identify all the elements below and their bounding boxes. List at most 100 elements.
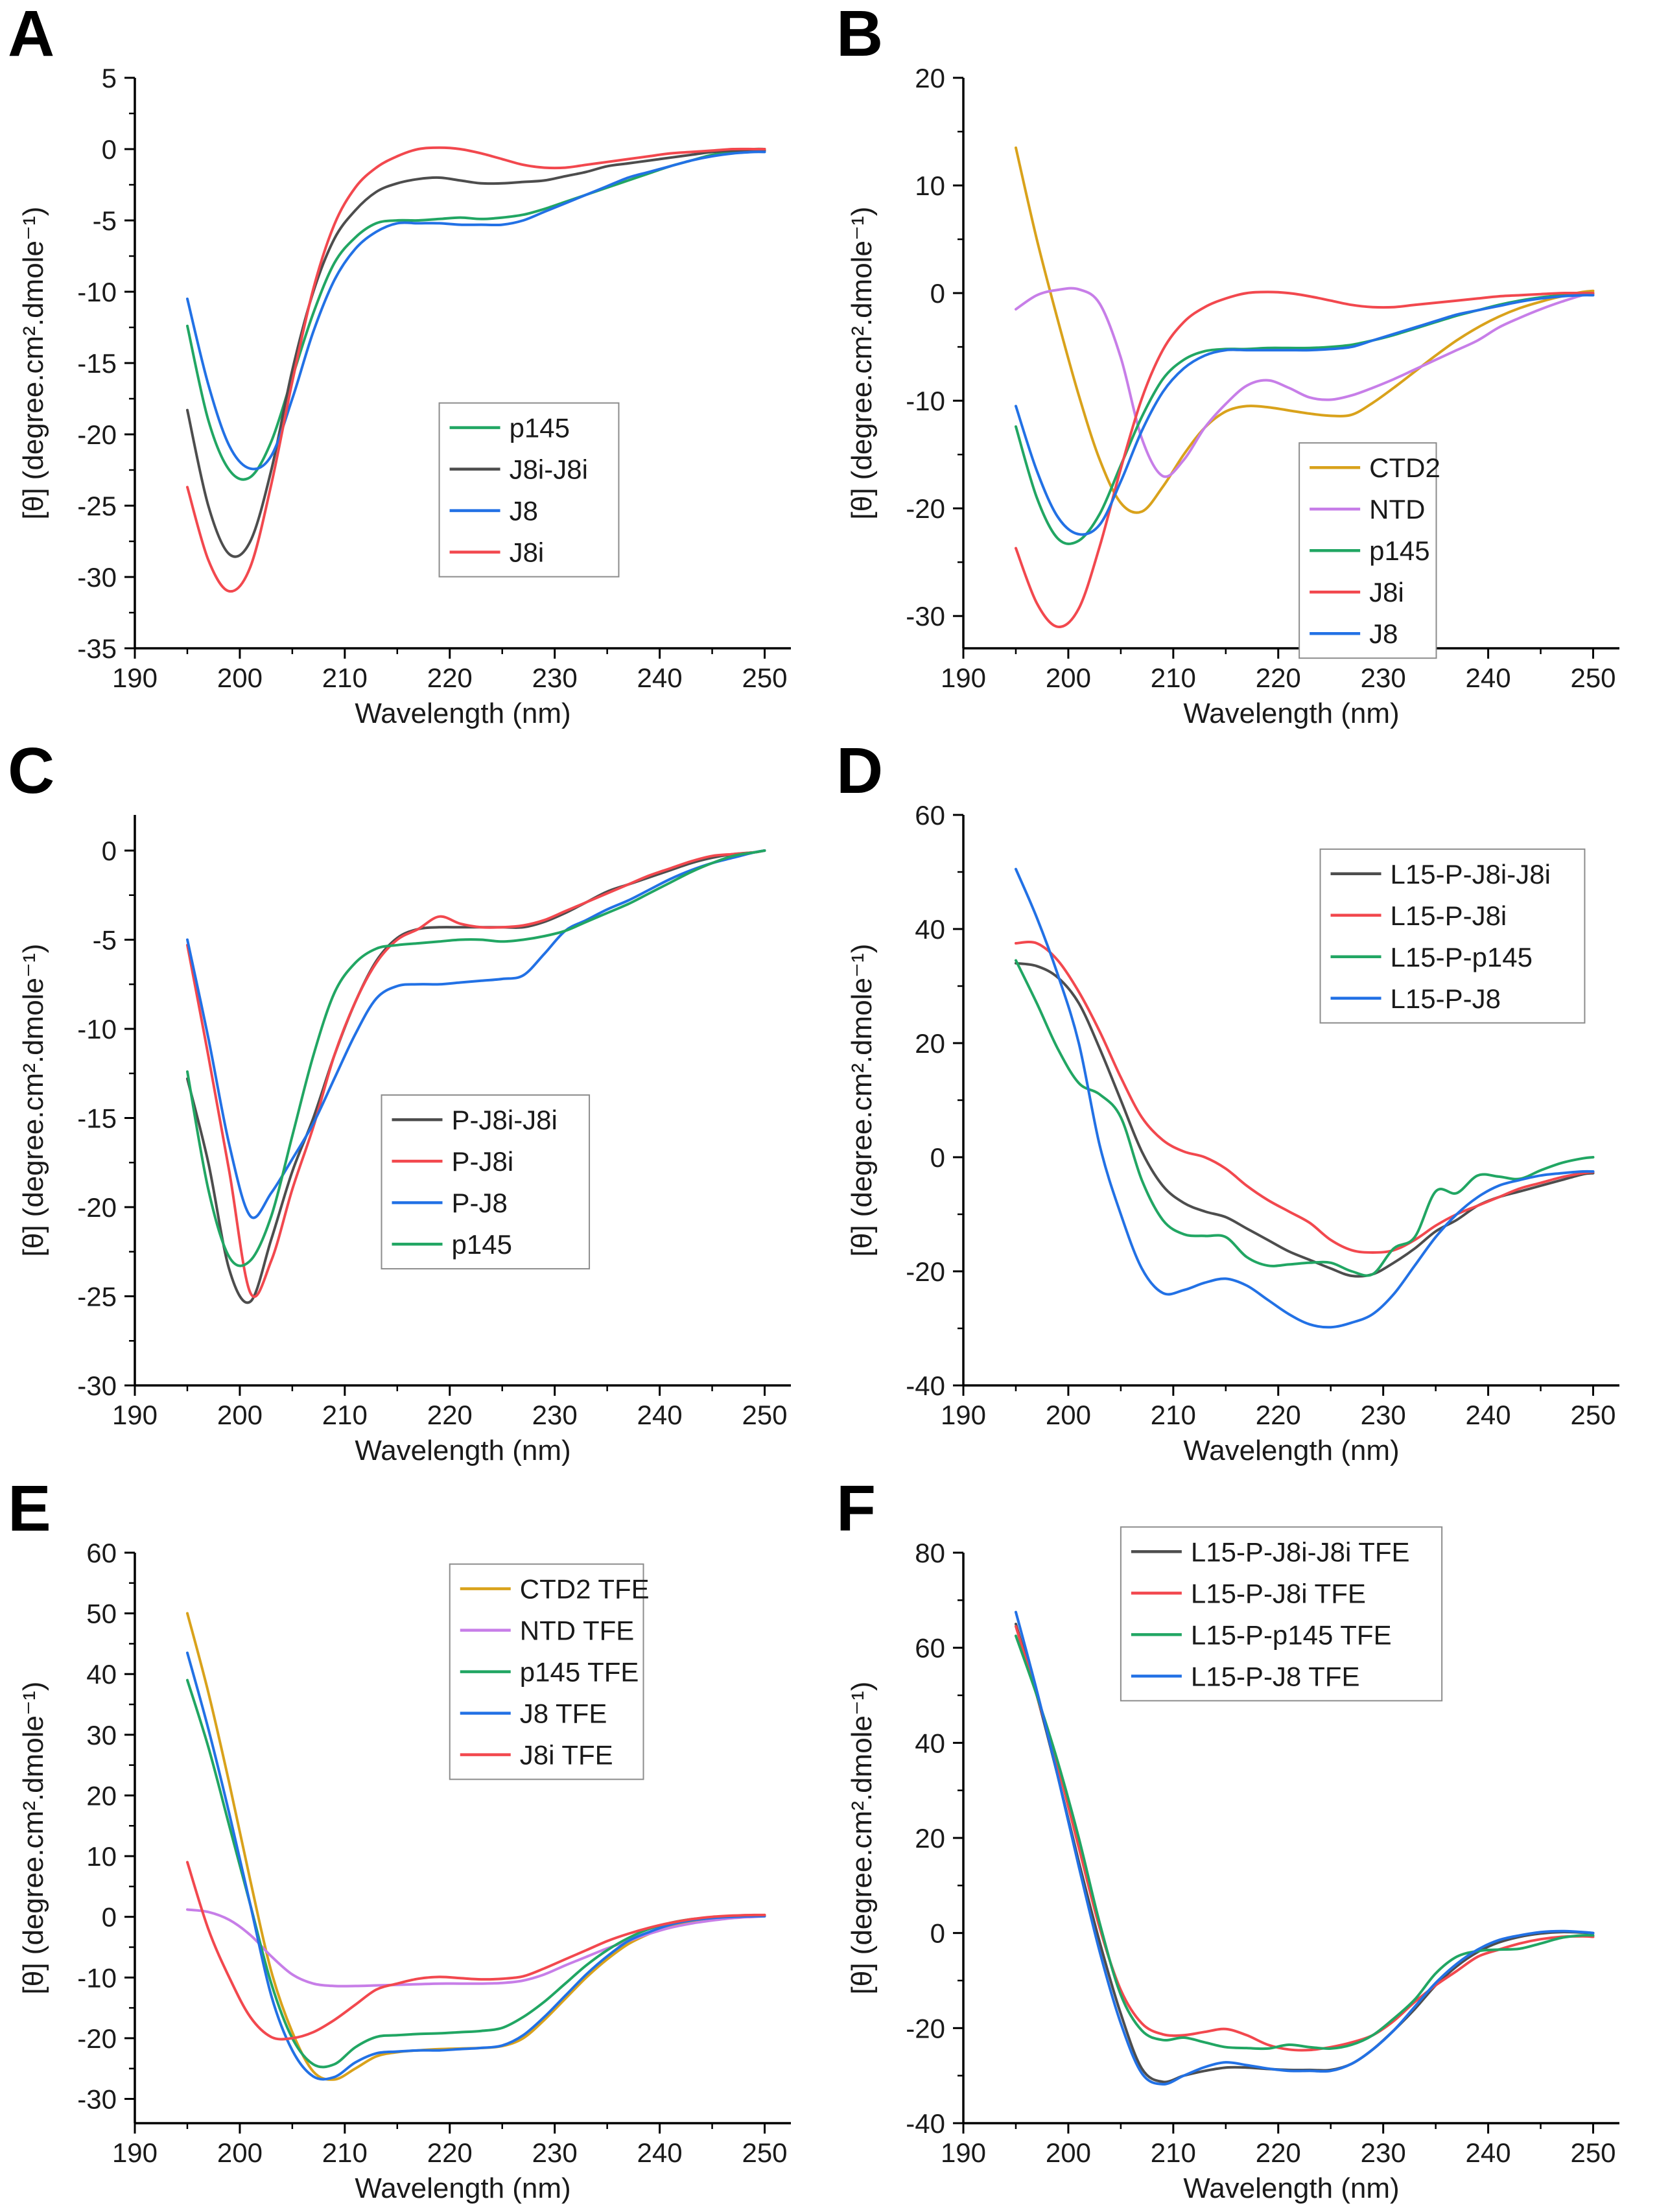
y-tick-label: -10 (77, 1962, 117, 1993)
y-axis-label: [θ] (degree.cm².dmole⁻¹) (846, 207, 878, 520)
panel-e-chart: 190 200 210 220 230 240 250 60 50 40 30 20 10 0 -10 -20… (18, 1538, 791, 2204)
x-tick-label: 240 (1466, 663, 1511, 693)
x-tick-label: 250 (742, 663, 787, 693)
x-tick-label: 220 (1256, 663, 1301, 693)
series-L15-P-p145 (1015, 959, 1595, 1277)
x-axis-label: Wavelength (nm) (355, 1435, 570, 1466)
x-tick-label: 230 (1361, 663, 1406, 693)
y-tick-label: 80 (915, 1538, 945, 1568)
y-tick-label: 0 (102, 1902, 117, 1933)
y-tick-label: -20 (906, 2013, 945, 2043)
series-group (1015, 867, 1595, 1329)
series-group (1015, 146, 1595, 628)
y-tick-label: -40 (906, 2108, 945, 2139)
y-tick-label: 20 (915, 1028, 945, 1059)
y-tick-label: 0 (102, 134, 117, 165)
axes: 190 200 210 220 230 240 250 60 50 40 30 20 10 0 -10 -20… (18, 1538, 791, 2204)
legend: CTD2 NTD p145 J8i J8 (1299, 442, 1440, 659)
legend-label: p145 (452, 1229, 512, 1260)
y-tick-label: 0 (102, 836, 117, 866)
series-L15-P-J8 TFE (1015, 1610, 1595, 2086)
series-P-J8i-J8i (186, 849, 766, 1304)
x-tick-label: 240 (1466, 1400, 1511, 1430)
series-P-J8i (186, 849, 766, 1299)
x-tick-label: 250 (1570, 663, 1616, 693)
panel-d: D 190 200 210 220 230 240 250 60 40 20 0 -20 -40 Wave… (828, 737, 1657, 1474)
y-tick-label: -20 (77, 1192, 117, 1223)
x-tick-label: 240 (637, 663, 683, 693)
legend-label: p145 (510, 413, 570, 443)
y-tick-label: -10 (77, 277, 117, 307)
legend-label: CTD2 TFE (520, 1574, 650, 1605)
panel-a-chart: 190 200 210 220 230 240 250 5 0 -5 -10 -15 -20 -25 -30… (18, 63, 791, 729)
y-tick-label: 30 (86, 1720, 117, 1750)
y-axis-label: [θ] (degree.cm².dmole⁻¹) (846, 1682, 878, 1995)
series-P-J8 (186, 849, 766, 1219)
y-tick-label: 5 (102, 63, 117, 93)
y-tick-label: -20 (77, 2023, 117, 2054)
axes: 190 200 210 220 230 240 250 0 -5 -10 -15 -20 -25 -30 W… (18, 815, 791, 1466)
axes: 190 200 210 220 230 240 250806040200-20-40Wave… (846, 1538, 1619, 2204)
panel-e: E 190 200 210 220 230 240 250 60 50 40 30 20 10 0 -10 -… (0, 1475, 828, 2212)
y-axis-label: [θ] (degree.cm².dmole⁻¹) (18, 1682, 49, 1995)
legend-label: J8 (510, 496, 538, 526)
x-tick-label: 250 (1570, 2137, 1616, 2168)
series-L15-P-J8i (1015, 941, 1595, 1254)
y-tick-label: 20 (915, 63, 945, 93)
x-tick-label: 200 (217, 2137, 263, 2168)
legend-label: L15-P-J8i-J8i (1391, 859, 1551, 889)
series-group (186, 849, 766, 1304)
x-tick-label: 220 (1256, 2137, 1301, 2168)
x-tick-label: 230 (1361, 1400, 1406, 1430)
series-J8 TFE (186, 1651, 766, 2081)
series-J8 (1015, 294, 1595, 536)
y-tick-label: -25 (77, 1282, 117, 1312)
x-tick-label: 240 (1466, 2137, 1511, 2168)
x-tick-label: 240 (637, 2137, 683, 2168)
y-tick-label: -5 (93, 206, 117, 236)
x-tick-label: 210 (322, 2137, 368, 2168)
y-axis-label: [θ] (degree.cm².dmole⁻¹) (18, 207, 49, 520)
y-tick-label: -25 (77, 491, 117, 521)
legend: L15-P-J8i-J8i L15-P-J8i L15-P-p145 L15-P-J8 (1319, 848, 1586, 1024)
panel-label-d: D (836, 735, 884, 807)
x-tick-label: 190 (941, 663, 986, 693)
x-axis-label: Wavelength (nm) (1183, 2172, 1399, 2204)
y-tick-label: -40 (906, 1371, 945, 1401)
legend-label: J8i-J8i (510, 454, 588, 485)
y-tick-label: 40 (915, 914, 945, 945)
x-tick-label: 190 (112, 1400, 158, 1430)
series-J8i (186, 146, 766, 593)
x-tick-label: 210 (322, 663, 368, 693)
legend-label: J8i (510, 537, 545, 568)
y-tick-label: -30 (77, 1371, 117, 1401)
panel-b: B 190 200 210 220 230 240 250 20 10 0 -10 -20 -30 Wav… (828, 0, 1657, 737)
y-tick-label: -30 (77, 2084, 117, 2115)
legend-label: L15-P-J8i-J8i TFE (1191, 1536, 1410, 1567)
panel-a: A 190 200 210 220 230 240 250 5 0 -5 -10 -15 -20 -25 -… (0, 0, 828, 737)
legend: P-J8i-J8i P-J8i P-J8 p145 (381, 1094, 591, 1270)
y-tick-label: 40 (915, 1728, 945, 1758)
y-tick-label: 20 (915, 1823, 945, 1853)
y-tick-label: -20 (77, 419, 117, 450)
axes: 190 200 210 220 230 240 250 20 10 0 -10 -20 -30 Wavel… (846, 63, 1619, 729)
y-tick-label: 10 (915, 171, 945, 201)
y-tick-label: 0 (930, 1142, 945, 1173)
y-tick-label: 10 (86, 1841, 117, 1872)
y-axis-label: [θ] (degree.cm².dmole⁻¹) (18, 944, 49, 1257)
legend-label: J8 TFE (520, 1699, 607, 1729)
x-tick-label: 210 (322, 1400, 368, 1430)
x-tick-label: 200 (1046, 1400, 1091, 1430)
series-J8 (186, 150, 766, 471)
legend-label: J8i (1369, 577, 1404, 607)
panel-label-c: C (8, 735, 55, 807)
panel-d-chart: 190 200 210 220 230 240 2506040200-20-40Wavele… (846, 800, 1619, 1466)
x-tick-label: 230 (532, 1400, 578, 1430)
x-axis-label: Wavelength (nm) (1183, 1435, 1399, 1466)
y-tick-label: -15 (77, 348, 117, 379)
x-tick-label: 220 (1256, 1400, 1301, 1430)
series-J8i TFE (186, 1861, 766, 2041)
y-tick-label: -30 (77, 562, 117, 593)
legend-label: J8i TFE (520, 1740, 613, 1771)
